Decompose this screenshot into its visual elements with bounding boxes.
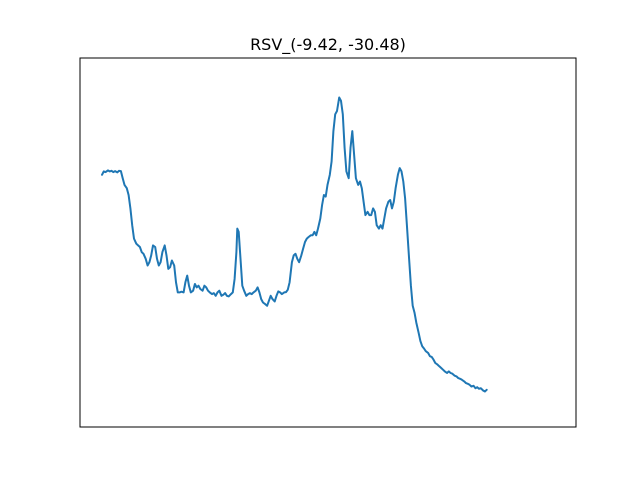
series-line xyxy=(101,96,488,393)
chart-title: RSV_(-9.42, -30.48) xyxy=(250,35,406,55)
plot-area xyxy=(79,57,577,428)
